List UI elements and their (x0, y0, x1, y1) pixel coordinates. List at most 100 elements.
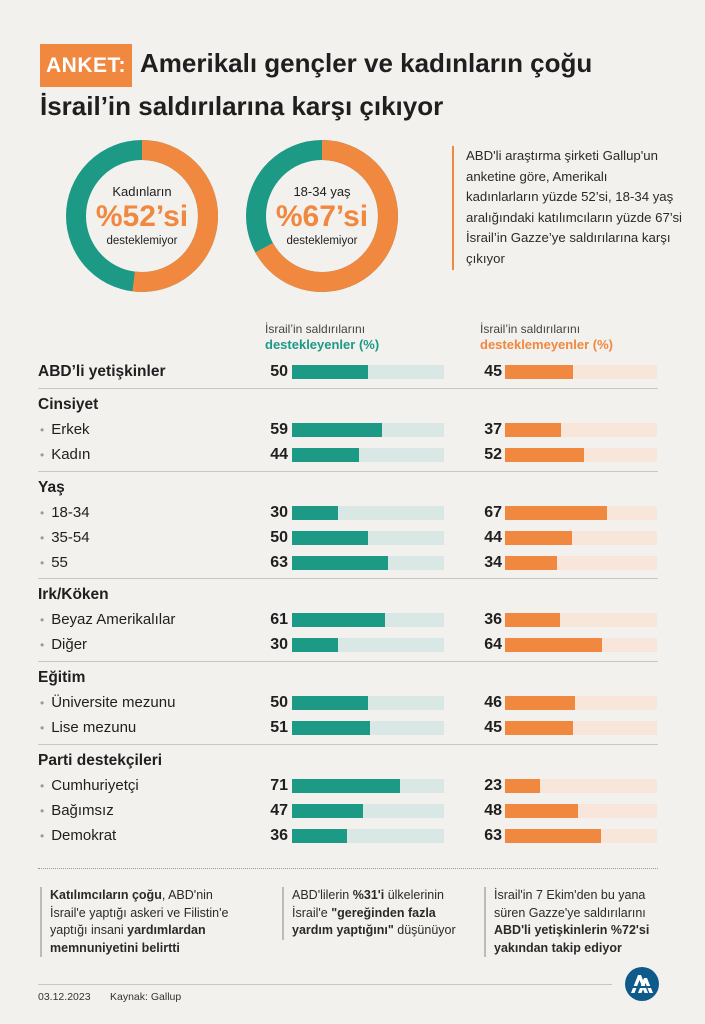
row-label: • Üniversite mezunu (40, 694, 176, 711)
oppose-track (505, 365, 657, 379)
support-track (292, 829, 444, 843)
oppose-value: 36 (484, 611, 502, 628)
oppose-track (505, 531, 657, 545)
bullet-icon: • (40, 779, 45, 793)
bullet-icon: • (40, 506, 45, 520)
note-text: , ABD'nin İsrail'e yaptığı askeri ve Fil… (50, 888, 229, 937)
donut-value-arc (66, 140, 218, 292)
note-text: İsrail'in 7 Ekim'den bu yana süren Gazze… (494, 888, 646, 920)
support-bar (292, 638, 338, 652)
support-value: 47 (270, 802, 288, 819)
support-bar (292, 696, 368, 710)
oppose-bar (505, 448, 585, 462)
support-bar (292, 365, 368, 379)
support-track (292, 531, 444, 545)
bullet-icon: • (40, 829, 45, 843)
support-bar (292, 721, 370, 735)
oppose-track (505, 638, 657, 652)
support-track (292, 448, 444, 462)
note-emphasis: %31'i (352, 888, 385, 902)
header: ANKET: Amerikalı gençler ve kadınların ço… (40, 44, 680, 125)
row-label: • Kadın (40, 446, 91, 463)
group-title: ABD’li yetişkinler (38, 363, 166, 380)
group-title: Irk/Köken (38, 586, 109, 603)
support-track (292, 804, 444, 818)
row-label: • Diğer (40, 636, 88, 653)
group-separator (38, 471, 658, 472)
oppose-bar (505, 531, 572, 545)
support-track (292, 638, 444, 652)
support-value: 71 (270, 777, 288, 794)
group-separator (38, 578, 658, 579)
anket-tag: ANKET: (40, 44, 132, 87)
oppose-column-header: İsrail’in saldırılarını desteklemeyenler… (480, 322, 613, 352)
support-bar (292, 423, 382, 437)
support-bar (292, 448, 359, 462)
oppose-track (505, 721, 657, 735)
support-value: 50 (270, 694, 288, 711)
bullet-icon: • (40, 804, 45, 818)
support-value: 30 (270, 504, 288, 521)
donut-chart-women (66, 140, 218, 292)
oppose-track (505, 804, 657, 818)
support-track (292, 696, 444, 710)
aa-logo-icon (625, 967, 659, 1001)
support-bar (292, 531, 368, 545)
support-bar (292, 804, 364, 818)
support-track (292, 506, 444, 520)
bullet-icon: • (40, 638, 45, 652)
oppose-value: 64 (484, 636, 502, 653)
oppose-value: 67 (484, 504, 502, 521)
bullet-icon: • (40, 448, 45, 462)
oppose-value: 37 (484, 421, 502, 438)
group-title: Yaş (38, 479, 65, 496)
oppose-value: 34 (484, 554, 502, 571)
group-title: Parti destekçileri (38, 752, 163, 769)
row-label: • Demokrat (40, 827, 117, 844)
bullet-icon: • (40, 721, 45, 735)
row-label: • 35-54 (40, 529, 90, 546)
oppose-track (505, 556, 657, 570)
oppose-value: 44 (484, 529, 502, 546)
support-track (292, 613, 444, 627)
page-title-line2: İsrail’in saldırılarına karşı çıkıyor (40, 91, 444, 121)
bullet-icon: • (40, 556, 45, 570)
donut-label: Kadınların (112, 184, 172, 199)
note-emphasis: yardımlardan memnuniyetini belirtti (50, 923, 206, 955)
oppose-bar (505, 721, 574, 735)
support-header-line1: İsrail’in saldırılarını (265, 322, 366, 336)
support-track (292, 779, 444, 793)
donut-18-34: 18-34 yaş %67’si desteklemiyor (244, 138, 400, 294)
support-value: 59 (270, 421, 288, 438)
donut-percent: %67’si (275, 200, 369, 233)
bullet-icon: • (40, 613, 45, 627)
oppose-bar (505, 423, 562, 437)
oppose-value: 46 (484, 694, 502, 711)
oppose-track (505, 829, 657, 843)
note-text: düşünüyor (393, 923, 456, 937)
note-emphasis: "gereğinden fazla yardım yaptığını" (292, 905, 436, 938)
oppose-bar (505, 506, 607, 520)
footer-date: 03.12.2023 (38, 991, 91, 1003)
intro-note: ABD'li araştırma şirketi Gallup'un anket… (452, 146, 682, 270)
oppose-track (505, 423, 657, 437)
bottom-note-1: Katılımcıların çoğu, ABD'nin İsrail'e ya… (40, 887, 245, 957)
bullet-icon: • (40, 531, 45, 545)
row-label: • Lise mezunu (40, 719, 137, 736)
bullet-icon: • (40, 423, 45, 437)
support-value: 50 (270, 529, 288, 546)
oppose-track (505, 448, 657, 462)
oppose-value: 45 (484, 719, 502, 736)
support-value: 50 (270, 363, 288, 380)
donut-label: 18-34 yaş (293, 184, 351, 199)
oppose-value: 48 (484, 802, 502, 819)
support-bar (292, 779, 400, 793)
support-column-header: İsrail’in saldırılarını destekleyenler (… (265, 322, 379, 352)
oppose-value: 45 (484, 363, 502, 380)
oppose-bar (505, 638, 603, 652)
bullet-icon: • (40, 696, 45, 710)
row-label: • Cumhuriyetçi (40, 777, 139, 794)
note-text: ülkelerinin İsrail'e (292, 888, 444, 920)
oppose-bar (505, 696, 575, 710)
